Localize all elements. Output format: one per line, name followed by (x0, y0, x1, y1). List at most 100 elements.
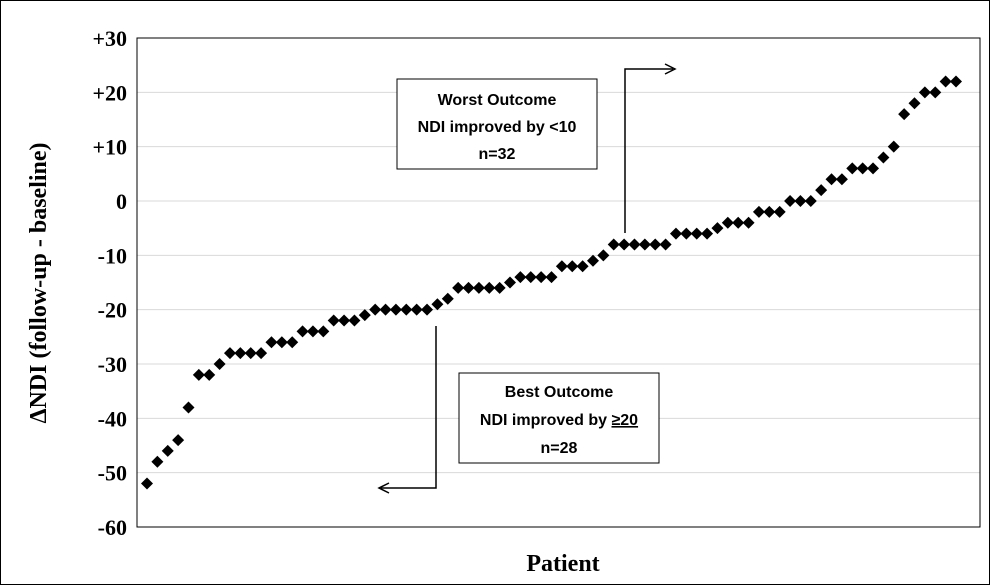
best-outcome-criterion: NDI improved by ≥20 (480, 412, 638, 429)
data-point (586, 254, 599, 267)
data-point (659, 238, 672, 251)
data-point (638, 238, 651, 251)
data-point (773, 205, 786, 218)
best-outcome-count: n=28 (541, 440, 578, 457)
data-point (400, 303, 413, 316)
data-point (369, 303, 382, 316)
data-point (182, 401, 195, 414)
data-point (338, 314, 351, 327)
y-tick-label: +20 (92, 80, 127, 105)
data-point (483, 281, 496, 294)
data-point (918, 86, 931, 99)
worst-outcome-arrow (624, 68, 673, 233)
data-point (846, 162, 859, 175)
data-point (545, 271, 558, 284)
data-point (711, 222, 724, 235)
data-point (566, 260, 579, 273)
data-point (306, 325, 319, 338)
data-point (669, 227, 682, 240)
data-point (867, 162, 880, 175)
data-point (804, 195, 817, 207)
data-point (327, 314, 340, 327)
gridlines (137, 91, 980, 474)
data-point (752, 205, 765, 218)
data-point (452, 281, 465, 294)
x-axis-title: Patient (526, 551, 599, 577)
data-point (379, 303, 392, 316)
data-point (472, 281, 485, 294)
data-point (358, 309, 371, 322)
data-point (794, 195, 807, 207)
data-point (441, 292, 454, 305)
data-point (151, 455, 164, 468)
best-outcome-criterion-prefix: NDI improved by (480, 412, 612, 429)
data-point (348, 314, 361, 327)
best-outcome-arrowhead (377, 482, 390, 494)
data-point (192, 368, 205, 381)
data-point (275, 336, 288, 349)
data-point (887, 140, 900, 153)
data-point (763, 205, 776, 218)
y-tick-label: +10 (92, 135, 127, 160)
data-point (825, 173, 838, 186)
data-point (265, 336, 278, 349)
data-point (690, 227, 703, 240)
data-point (213, 358, 226, 370)
data-point (929, 86, 942, 99)
y-tick-label: -60 (98, 515, 127, 540)
data-point (524, 271, 537, 284)
data-point (835, 173, 848, 186)
data-point (628, 238, 641, 251)
best-outcome-annotation: Best Outcome NDI improved by ≥20 n=28 (377, 326, 660, 494)
best-outcome-box (458, 372, 660, 464)
data-point (421, 303, 434, 316)
worst-outcome-arrowhead (664, 63, 677, 75)
data-point (504, 276, 517, 289)
data-point (234, 347, 247, 360)
y-tick-label: 0 (116, 189, 127, 214)
best-outcome-title: Best Outcome (505, 384, 614, 401)
data-point (784, 195, 797, 207)
data-point (141, 477, 153, 490)
data-point (680, 227, 693, 240)
data-point (877, 151, 890, 164)
data-point (203, 368, 216, 381)
data-point (815, 184, 828, 197)
data-point (898, 108, 911, 121)
worst-outcome-annotation: Worst Outcome NDI improved by <10 n=32 (396, 63, 677, 233)
worst-outcome-criterion: NDI improved by <10 (418, 119, 577, 136)
data-point (514, 271, 527, 284)
data-point (649, 238, 662, 251)
data-point (597, 249, 610, 262)
data-point (701, 227, 714, 240)
data-point (555, 260, 568, 273)
data-point (950, 75, 962, 88)
data-point (607, 238, 620, 251)
y-tick-label: -50 (98, 461, 127, 486)
data-point (742, 216, 755, 229)
data-point (939, 75, 952, 88)
data-point (410, 303, 423, 316)
data-points (141, 75, 962, 490)
data-point (296, 325, 309, 338)
data-point (493, 281, 506, 294)
data-point (286, 336, 299, 349)
data-point (244, 347, 257, 360)
worst-outcome-box (396, 78, 598, 170)
plot-area (136, 37, 981, 528)
data-point (431, 298, 444, 311)
worst-outcome-count: n=32 (479, 146, 516, 163)
y-tick-label: -30 (98, 352, 127, 377)
best-outcome-threshold: ≥20 (612, 412, 639, 429)
data-point (908, 97, 921, 110)
y-tick-label: +30 (92, 26, 127, 51)
data-point (732, 216, 745, 229)
y-tick-label: -20 (98, 298, 127, 323)
y-tick-label: -10 (98, 243, 127, 268)
data-point (317, 325, 330, 338)
y-axis-title: ΔNDI (follow-up - baseline) (26, 142, 52, 423)
data-point (389, 303, 402, 316)
data-point (462, 281, 475, 294)
data-point (172, 434, 185, 447)
data-point (721, 216, 734, 229)
